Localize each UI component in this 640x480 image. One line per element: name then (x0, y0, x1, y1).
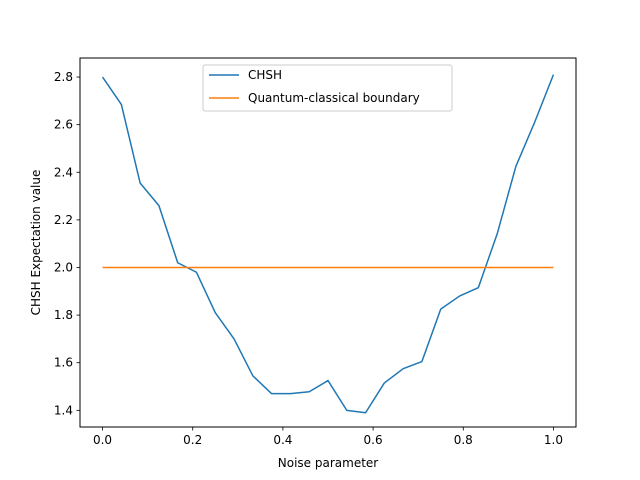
legend-label-boundary: Quantum-classical boundary (248, 91, 420, 105)
y-tick-label: 1.8 (54, 308, 73, 322)
plot-lines (101, 74, 555, 414)
x-tick-label: 0.8 (454, 433, 473, 447)
series-line-0 (101, 74, 555, 414)
y-axis-ticks: 1.4 1.6 1.8 2.0 2.2 2.4 2.6 2.8 (54, 70, 80, 417)
y-axis-label: CHSH Expectation value (29, 170, 43, 316)
x-axis-ticks: 0.0 0.2 0.4 0.6 0.8 1.0 (93, 427, 563, 447)
legend-box (202, 64, 453, 112)
y-tick-label: 1.6 (54, 356, 73, 370)
legend-label-chsh: CHSH (248, 68, 282, 82)
y-tick-label: 2.6 (54, 118, 73, 132)
y-tick-label: 2.0 (54, 260, 73, 274)
x-tick-label: 0.0 (93, 433, 112, 447)
x-axis-label: Noise parameter (278, 456, 379, 470)
y-tick-label: 1.4 (54, 403, 73, 417)
x-tick-label: 0.2 (183, 433, 202, 447)
x-tick-label: 0.4 (273, 433, 292, 447)
y-tick-label: 2.2 (54, 213, 73, 227)
legend: CHSH Quantum-classical boundary (202, 64, 453, 112)
y-tick-label: 2.8 (54, 70, 73, 84)
x-tick-label: 1.0 (544, 433, 563, 447)
x-tick-label: 0.6 (364, 433, 383, 447)
y-tick-label: 2.4 (54, 165, 73, 179)
plot-area-frame (79, 57, 577, 428)
